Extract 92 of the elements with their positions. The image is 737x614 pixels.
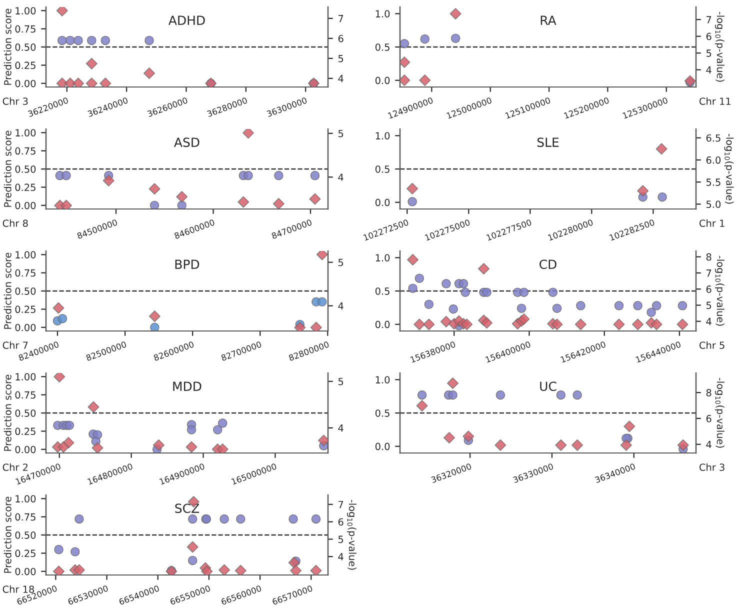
text: BPD — [175, 260, 200, 269]
y-tick-label: 0.75 — [15, 269, 36, 277]
y2-tick-label: 4 — [338, 302, 344, 310]
x-axis-title: Chr 5 — [700, 341, 724, 349]
y2-tick-label: 6.0 — [706, 156, 721, 164]
y2-tick-label: 7 — [338, 500, 344, 508]
y2-tick-label: 6 — [706, 414, 712, 422]
y-tick-label: 0.50 — [15, 165, 36, 173]
y-tick-label: 0.25 — [15, 428, 36, 436]
y-axis-title: Prediction score — [4, 130, 12, 207]
y2-tick-label: 7 — [706, 270, 712, 277]
y2-tick-label: 5 — [338, 378, 344, 386]
y-tick-label: 0.00 — [15, 80, 36, 88]
y2-axis-title: -log$_{10}$(p-value) — [715, 378, 724, 448]
y-tick-label: 0.75 — [15, 513, 36, 521]
y-tick-label: 1.00 — [16, 7, 36, 14]
y2-tick-label: 6 — [706, 32, 712, 40]
y-tick-label: 0.75 — [15, 25, 36, 33]
x-axis-title: Chr 1 — [700, 219, 724, 227]
y2-tick-label: 4 — [338, 553, 344, 560]
y-tick-label: 0.00 — [15, 202, 36, 210]
y-tick-label: 1.00 — [16, 129, 36, 136]
y2-axis-title: -log$_{10}$(p-value) — [715, 256, 724, 326]
y2-tick-label: 4 — [338, 75, 344, 82]
y-tick-label: 1.00 — [16, 495, 36, 502]
y2-tick-label: 4 — [338, 424, 344, 432]
text: ADHD — [168, 16, 205, 25]
text: RA — [540, 16, 556, 25]
x-axis-title: Chr 8 — [2, 219, 28, 227]
x-axis-title: Chr 11 — [700, 97, 730, 105]
y2-tick-label: 6.5 — [706, 134, 720, 142]
y2-tick-label: 5 — [338, 55, 344, 62]
y2-tick-label: 6 — [706, 286, 712, 293]
y2-tick-label: 5.5 — [706, 178, 720, 186]
x-axis-title: Chr 3 — [2, 97, 28, 105]
y2-axis-title: -log$_{10}$(p-value) — [724, 134, 734, 204]
y2-tick-label: 5 — [706, 50, 712, 57]
text: MDD — [173, 382, 202, 391]
y-axis-title: Prediction score — [4, 496, 12, 573]
y2-tick-label: 4 — [706, 440, 712, 448]
y2-tick-label: 8 — [706, 253, 712, 261]
y-tick-label: 1.0 — [376, 132, 390, 140]
x-axis-title: Chr 3 — [700, 463, 724, 471]
y-tick-label: 0.5 — [375, 287, 390, 295]
y-tick-label: 1.00 — [16, 373, 36, 380]
y-tick-label: 1.0 — [376, 10, 390, 18]
y-tick-label: 0.50 — [15, 43, 36, 51]
text: UC — [540, 382, 556, 392]
text: SCZ — [175, 504, 200, 514]
y-axis-title: Prediction score — [4, 374, 12, 451]
y-tick-label: 0.5 — [375, 165, 390, 173]
y-tick-label: 0.50 — [15, 531, 36, 539]
y-axis-title: Prediction score — [4, 8, 12, 85]
text: SLE — [537, 138, 559, 148]
y-tick-label: 0.25 — [15, 62, 36, 70]
text: CD — [540, 260, 556, 270]
y-tick-label: 0.5 — [375, 409, 390, 417]
y-tick-label: 0.0 — [375, 320, 390, 328]
y2-tick-label: 6 — [338, 34, 344, 42]
y-tick-label: 0.00 — [15, 324, 36, 332]
y-tick-label: 0.25 — [15, 550, 36, 558]
y-tick-label: 0.25 — [15, 184, 36, 192]
y-tick-label: 1.0 — [376, 254, 390, 262]
y2-tick-label: 8 — [706, 389, 712, 396]
y2-tick-label: 5.0 — [706, 200, 721, 208]
y-tick-label: 1.0 — [376, 376, 390, 384]
y-tick-label: 0.75 — [15, 147, 36, 155]
y-tick-label: 0.0 — [375, 442, 390, 450]
text: ASD — [174, 138, 200, 148]
y-tick-label: 1.00 — [16, 251, 36, 258]
y2-tick-label: 4 — [706, 66, 712, 74]
y2-tick-label: 5 — [338, 536, 344, 544]
y2-tick-label: 7 — [338, 15, 344, 22]
y-tick-label: 0.75 — [15, 391, 36, 399]
y2-tick-label: 6 — [338, 518, 344, 526]
y-tick-label: 0.0 — [375, 76, 390, 84]
y2-tick-label: 5 — [338, 258, 344, 266]
y2-tick-label: 5 — [706, 302, 712, 310]
y2-axis-title: -log$_{10}$(p-value) — [347, 500, 356, 570]
y2-tick-label: 4 — [706, 318, 712, 326]
y-axis-title: Prediction score — [4, 252, 12, 329]
y-tick-label: 0.50 — [15, 409, 36, 417]
y-tick-label: 0.00 — [15, 568, 36, 576]
y2-tick-label: 5 — [338, 130, 344, 138]
y-tick-label: 0.0 — [375, 198, 390, 206]
y-tick-label: 0.00 — [15, 446, 36, 454]
y-tick-label: 0.50 — [15, 287, 36, 295]
y2-tick-label: 4 — [338, 174, 344, 181]
y-tick-label: 0.5 — [375, 43, 390, 51]
y2-tick-label: 7 — [706, 16, 712, 24]
y2-axis-title: -log$_{10}$(p-value) — [715, 12, 724, 82]
y-tick-label: 0.25 — [15, 306, 36, 314]
